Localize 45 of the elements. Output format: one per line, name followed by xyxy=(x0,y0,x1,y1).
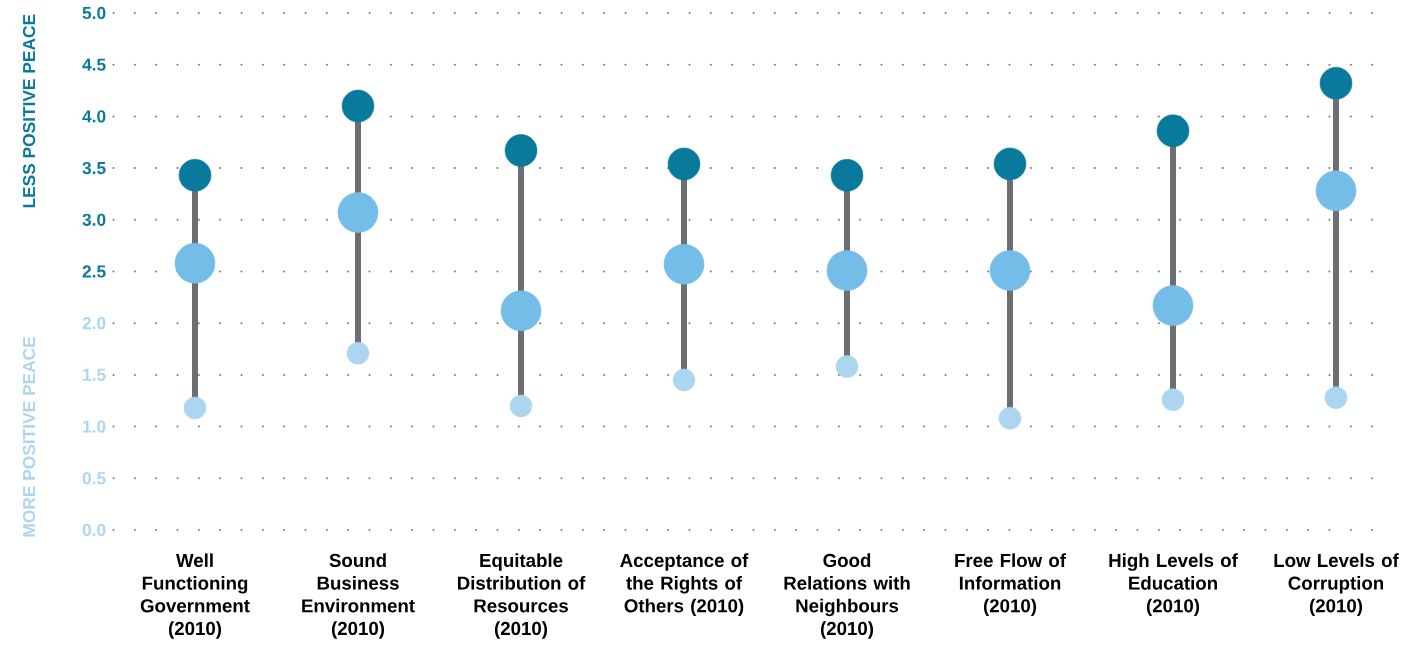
point xyxy=(174,242,216,284)
y-tick-label: 1.0 xyxy=(83,420,106,433)
y-tick-label: 4.5 xyxy=(82,58,106,71)
y-axis-title: LESS POSITIVE PEACE xyxy=(22,14,36,208)
point xyxy=(989,250,1031,291)
y-tick-label: 0.0 xyxy=(82,523,106,537)
x-tick-label: Equitable Distribution of Resources (2010) xyxy=(457,553,586,639)
point xyxy=(509,394,533,418)
y-tick-label: 1.5 xyxy=(83,368,106,381)
point xyxy=(1161,388,1185,411)
point xyxy=(346,341,370,365)
x-tick-label: Acceptance of the Rights of Others (2010) xyxy=(620,553,749,617)
point xyxy=(178,159,212,192)
y-tick-label: 2.0 xyxy=(82,317,106,330)
point xyxy=(663,243,705,285)
point xyxy=(183,396,207,420)
point xyxy=(1324,386,1348,409)
point xyxy=(1156,114,1190,148)
y-tick-label: 0.5 xyxy=(82,472,106,485)
point xyxy=(998,407,1022,430)
y-tick-label: 3.5 xyxy=(82,161,106,175)
x-tick-label: Well Functioning Government (2010) xyxy=(140,553,250,639)
point xyxy=(1319,67,1353,100)
point xyxy=(667,147,701,181)
x-tick-label: High Levels of Education (2010) xyxy=(1109,553,1238,617)
y-tick-label: 4.0 xyxy=(82,110,106,123)
y-tick-label: 3.0 xyxy=(82,213,106,226)
point xyxy=(826,250,868,291)
point xyxy=(672,368,696,392)
point xyxy=(993,147,1027,181)
x-tick-label: Good Relations with Neighbours (2010) xyxy=(784,553,910,639)
point xyxy=(500,290,542,332)
point xyxy=(337,192,379,233)
point xyxy=(830,159,864,192)
point xyxy=(1152,285,1194,326)
point xyxy=(341,89,375,123)
point xyxy=(835,355,859,378)
point xyxy=(504,134,538,167)
y-tick-label: 5.0 xyxy=(82,6,106,20)
x-tick-label: Free Flow of Information (2010) xyxy=(955,553,1067,617)
text: MORE POSITIVE PEACE xyxy=(22,336,36,537)
y-tick-label: 2.5 xyxy=(82,265,106,278)
point xyxy=(1315,170,1357,212)
x-tick-label: Sound Business Environment (2010) xyxy=(302,553,415,639)
x-tick-label: Low Levels of Corruption (2010) xyxy=(1274,553,1399,617)
